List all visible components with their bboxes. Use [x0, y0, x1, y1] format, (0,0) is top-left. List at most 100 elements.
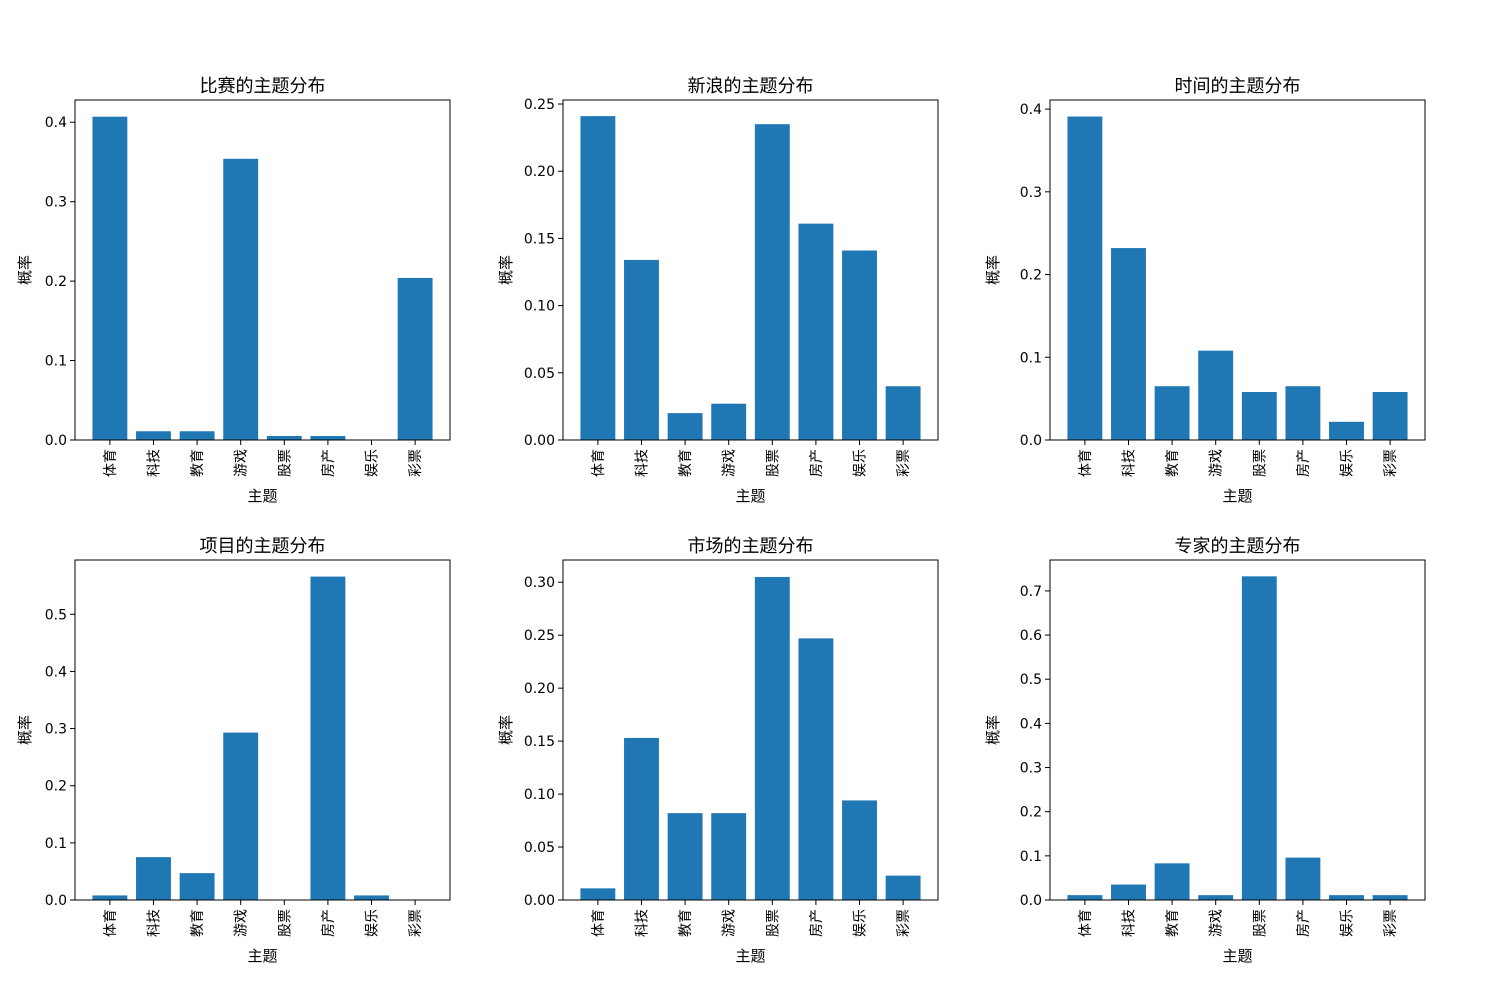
y-tick-label: 0.5 — [1020, 672, 1042, 688]
x-tick-label: 游戏 — [722, 909, 738, 937]
bar-房产 — [1285, 857, 1321, 900]
x-tick-label: 科技 — [146, 449, 162, 477]
axes-frame — [562, 559, 939, 901]
y-tick-label: 0.3 — [45, 195, 67, 211]
y-tick-label: 0.10 — [524, 787, 555, 803]
x-tick-label: 教育 — [678, 449, 694, 477]
y-tick-label: 0.3 — [1020, 761, 1042, 777]
bar-游戏 — [1198, 895, 1234, 900]
y-tick-label: 0.2 — [45, 779, 67, 795]
bar-房产 — [798, 223, 834, 440]
x-tick-label: 股票 — [765, 909, 781, 937]
y-tick-label: 0.20 — [524, 681, 555, 697]
x-tick-label: 娱乐 — [365, 449, 381, 477]
bar-科技 — [624, 259, 659, 440]
x-tick-label: 游戏 — [234, 909, 250, 937]
y-tick-label: 0.00 — [524, 433, 555, 449]
y-tick-label: 0.2 — [1020, 805, 1042, 821]
subplot-title: 市场的主题分布 — [688, 536, 814, 557]
x-tick-label: 教育 — [1165, 449, 1181, 477]
bar-股票 — [754, 576, 790, 900]
x-tick-label: 教育 — [190, 909, 206, 937]
x-axis-label: 主题 — [1222, 947, 1252, 965]
y-tick-label: 0.4 — [1020, 716, 1042, 732]
y-tick-label: 0.1 — [45, 836, 67, 852]
subplot-2: 0.00 0.05 0.10 0.15 0.20 0.25 体育 科技 教育 游戏 股票 房产 娱乐 彩票… — [497, 76, 939, 505]
x-tick-label: 娱乐 — [1340, 449, 1356, 477]
x-tick-label: 娱乐 — [365, 909, 381, 937]
x-tick-label: 科技 — [634, 909, 650, 937]
y-tick-label: 0.3 — [45, 722, 67, 738]
y-tick-label: 0.2 — [1020, 268, 1042, 284]
y-axis-label: 概率 — [16, 255, 34, 285]
axes-frame — [562, 99, 939, 441]
y-axis-label: 概率 — [984, 715, 1002, 745]
bar-体育 — [1067, 116, 1103, 440]
x-tick-label: 彩票 — [1383, 909, 1399, 937]
x-axis-label: 主题 — [735, 947, 765, 965]
y-tick-label: 0.05 — [524, 840, 555, 856]
x-tick-label: 股票 — [1252, 909, 1268, 937]
x-tick-label: 体育 — [1078, 909, 1094, 937]
x-tick-label: 体育 — [591, 909, 607, 937]
subplot-title: 时间的主题分布 — [1175, 76, 1301, 97]
x-tick-label: 娱乐 — [853, 909, 869, 937]
bar-科技 — [136, 857, 171, 900]
y-tick-label: 0.20 — [524, 164, 555, 180]
subplot-3: 0.0 0.1 0.2 0.3 0.4 体育 科技 教育 游戏 股票 房产 娱乐 彩票 时间的主题分布主题… — [984, 76, 1426, 505]
y-tick-label: 0.25 — [524, 628, 555, 644]
x-tick-label: 股票 — [277, 909, 293, 937]
y-tick-label: 0.0 — [45, 433, 67, 449]
subplot-title: 项目的主题分布 — [200, 536, 326, 557]
y-tick-label: 0.4 — [1020, 102, 1042, 118]
bar-娱乐 — [1329, 895, 1364, 900]
y-tick-label: 0.4 — [45, 664, 67, 680]
x-axis-label: 主题 — [247, 487, 277, 505]
x-tick-label: 房产 — [809, 909, 825, 937]
bar-游戏 — [223, 158, 259, 441]
x-tick-label: 彩票 — [408, 909, 424, 937]
bar-股票 — [266, 436, 302, 440]
axes-frame — [74, 99, 451, 441]
subplot-5: 0.00 0.05 0.10 0.15 0.20 0.25 0.30 体育 科技 教育 游戏 股票 房产… — [497, 536, 939, 965]
bar-房产 — [1285, 386, 1321, 440]
bar-娱乐 — [354, 895, 389, 900]
y-tick-label: 0.05 — [524, 366, 555, 382]
x-axis-label: 主题 — [247, 947, 277, 965]
subplot-title: 专家的主题分布 — [1175, 536, 1301, 557]
bar-体育 — [580, 888, 616, 900]
subplot-1: 0.0 0.1 0.2 0.3 0.4 体育 科技 教育 游戏 股票 房产 娱乐 彩票 比赛的主题分布主题… — [16, 76, 451, 505]
subplot-title: 比赛的主题分布 — [200, 76, 326, 97]
x-tick-label: 游戏 — [722, 449, 738, 477]
bar-科技 — [1111, 884, 1146, 900]
bar-娱乐 — [842, 250, 877, 440]
y-tick-label: 0.25 — [524, 97, 555, 113]
bar-彩票 — [1372, 895, 1408, 900]
bar-彩票 — [1372, 392, 1408, 440]
x-tick-label: 科技 — [634, 449, 650, 477]
x-tick-label: 彩票 — [896, 909, 912, 937]
x-axis-label: 主题 — [735, 487, 765, 505]
y-tick-label: 0.1 — [1020, 849, 1042, 865]
x-tick-label: 教育 — [678, 909, 694, 937]
bar-股票 — [754, 124, 790, 440]
x-tick-label: 科技 — [1121, 449, 1137, 477]
axes-frame — [74, 559, 451, 901]
subplot-4: 0.0 0.1 0.2 0.3 0.4 0.5 体育 科技 教育 游戏 股票 房产 娱乐 彩票 项目的主题分… — [16, 536, 451, 965]
x-tick-label: 体育 — [103, 449, 119, 477]
x-tick-label: 游戏 — [234, 449, 250, 477]
bar-教育 — [179, 873, 215, 900]
y-tick-label: 0.15 — [524, 734, 555, 750]
bar-科技 — [136, 431, 171, 440]
bar-娱乐 — [1329, 421, 1364, 440]
bar-游戏 — [711, 813, 747, 900]
y-axis-label: 概率 — [497, 715, 515, 745]
bar-彩票 — [885, 386, 921, 440]
x-axis-label: 主题 — [1222, 487, 1252, 505]
x-tick-label: 房产 — [1296, 909, 1312, 937]
subplot-6: 0.0 0.1 0.2 0.3 0.4 0.5 0.6 0.7 体育 科技 教育 游戏 股票 房产 娱乐 彩票… — [984, 536, 1426, 965]
y-tick-label: 0.0 — [1020, 893, 1042, 909]
x-tick-label: 娱乐 — [1340, 909, 1356, 937]
bar-房产 — [310, 436, 346, 440]
x-tick-label: 科技 — [1121, 909, 1137, 937]
